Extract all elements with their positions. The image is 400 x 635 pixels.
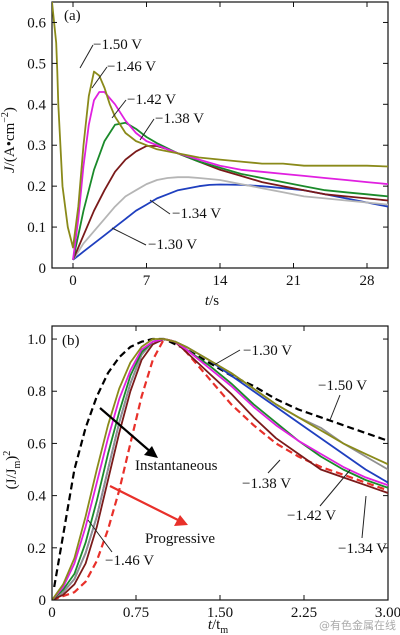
- panel-b-annotations: −1.30 V −1.50 V −1.38 V −1.42 V −1.34 V …: [87, 343, 387, 569]
- instantaneous-arrowhead: [144, 446, 158, 458]
- panel-b-series-1-50-v: [52, 338, 388, 600]
- panel-a-series-1-46-v: [72, 91, 388, 260]
- panel-a-xtick-label: 7: [143, 273, 151, 289]
- leader-a-1-30v: [111, 227, 147, 246]
- annotation-b-1-42v: −1.42 V: [287, 508, 336, 524]
- panel-a-ytick-label: 0.2: [27, 179, 46, 195]
- panel-b-series: [52, 337, 388, 600]
- panel-a-series-1-34-v: [72, 176, 388, 261]
- leader-b-1-50v: [329, 394, 341, 421]
- leader-a-1-50v: [79, 44, 94, 69]
- panel-b-xtick-label: 0: [48, 605, 56, 621]
- annotation-b-1-46v: −1.46 V: [105, 553, 154, 569]
- panel-b-ytick-label: 0.6: [27, 436, 46, 452]
- panel-b: 0 0.75 1.50 2.25 3.00 0 0.2 0.4 0.6 0.8 1.0 (b) −1…: [2, 325, 400, 635]
- panel-a-series-1-50-v: [52, 2, 388, 249]
- panel-b-ytick-label: 0.4: [27, 489, 46, 505]
- panel-b-ytick-label: 1.0: [27, 332, 46, 348]
- panel-a-ytick-label: 0.1: [27, 220, 46, 236]
- leader-b-1-34v: [361, 495, 367, 539]
- progressive-marker: Progressive: [109, 485, 215, 547]
- leader-b-1-30v: [213, 349, 241, 366]
- panel-a-ytick-label: 0.4: [27, 97, 46, 113]
- panel-b-ytick-label: 0.8: [27, 384, 46, 400]
- panel-b-xtick-label: 1.50: [207, 605, 233, 621]
- annotation-b-1-50v: −1.50 V: [318, 378, 367, 394]
- leader-b-1-42v: [319, 469, 351, 507]
- panel-a-label: (a): [64, 8, 81, 24]
- annotation-a-1-30v: −1.30 V: [148, 237, 197, 253]
- panel-b-ytick-label: 0.2: [27, 541, 46, 557]
- panel-a-annotations: −1.50 V −1.46 V −1.42 V −1.38 V −1.34 V …: [79, 37, 221, 253]
- annotation-b-1-30v: −1.30 V: [243, 343, 292, 359]
- panel-b-ylabel: (J/Jm)2: [2, 451, 23, 490]
- progressive-label: Progressive: [145, 531, 215, 547]
- watermark: @有色金属在线: [319, 618, 396, 632]
- panel-b-label: (b): [62, 333, 80, 349]
- instantaneous-label: Instantaneous: [135, 458, 218, 474]
- panel-b-xtick-label: 0.75: [123, 605, 149, 621]
- panel-a-xtick-label: 14: [213, 273, 229, 289]
- panel-a-leader-lines: [79, 44, 171, 246]
- panel-a-xtick-label: 0: [69, 273, 77, 289]
- leader-a-1-38v: [139, 118, 155, 141]
- panel-a-series: [52, 2, 388, 261]
- leader-b-1-38v: [267, 459, 281, 474]
- panel-a-xtick-label: 28: [360, 273, 375, 289]
- leader-a-1-46v: [91, 66, 108, 89]
- panel-a-ytick-label: 0.5: [27, 56, 46, 72]
- panel-b-xtick-label: 2.25: [291, 605, 317, 621]
- panel-a-ticks: 0 7 14 21 28 0 0.1 0.2 0.3 0.4 0.5 0.6: [27, 2, 388, 289]
- panel-a-ylabel: J/(A•cm−2): [0, 107, 18, 173]
- instantaneous-arrow: [99, 407, 153, 454]
- leader-a-1-34v: [149, 199, 171, 215]
- panel-a-xtick-label: 21: [286, 273, 301, 289]
- panel-a-ytick-label: 0: [39, 261, 47, 277]
- panel-b-ytick-label: 0: [39, 593, 47, 609]
- progressive-arrow: [109, 485, 181, 522]
- panel-a: 0 7 14 21 28 0 0.1 0.2 0.3 0.4 0.5 0.6 (a) −1.50 V …: [0, 1, 389, 309]
- panel-a-ytick-label: 0.6: [27, 15, 46, 31]
- annotation-a-1-50v: −1.50 V: [93, 37, 142, 53]
- instantaneous-marker: Instantaneous: [99, 407, 218, 474]
- panel-a-xlabel: t/s: [205, 293, 219, 309]
- annotation-b-1-34v: −1.34 V: [338, 541, 387, 557]
- panel-a-ytick-label: 0.3: [27, 138, 46, 154]
- panel-b-leader-lines: [87, 349, 367, 553]
- leader-b-1-46v: [87, 519, 113, 553]
- annotation-a-1-38v: −1.38 V: [155, 111, 204, 127]
- panel-a-series-1-42-v: [72, 121, 388, 260]
- panel-a-series-1-38-v: [72, 145, 388, 261]
- progressive-arrowhead: [174, 515, 188, 526]
- annotation-a-1-34v: −1.34 V: [172, 206, 221, 222]
- annotation-a-1-46v: −1.46 V: [107, 59, 156, 75]
- annotation-b-1-38v: −1.38 V: [242, 476, 291, 492]
- panel-b-xtick-label: 3.00: [375, 605, 400, 621]
- annotation-a-1-42v: −1.42 V: [127, 92, 176, 108]
- panel-b-xlabel: t/tm: [208, 617, 229, 635]
- panel-b-ticks: 0 0.75 1.50 2.25 3.00 0 0.2 0.4 0.6 0.8 1.0: [27, 326, 400, 621]
- leader-a-1-42v: [111, 99, 127, 119]
